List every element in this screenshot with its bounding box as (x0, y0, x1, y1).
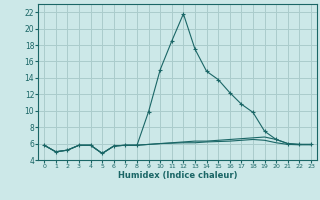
X-axis label: Humidex (Indice chaleur): Humidex (Indice chaleur) (118, 171, 237, 180)
